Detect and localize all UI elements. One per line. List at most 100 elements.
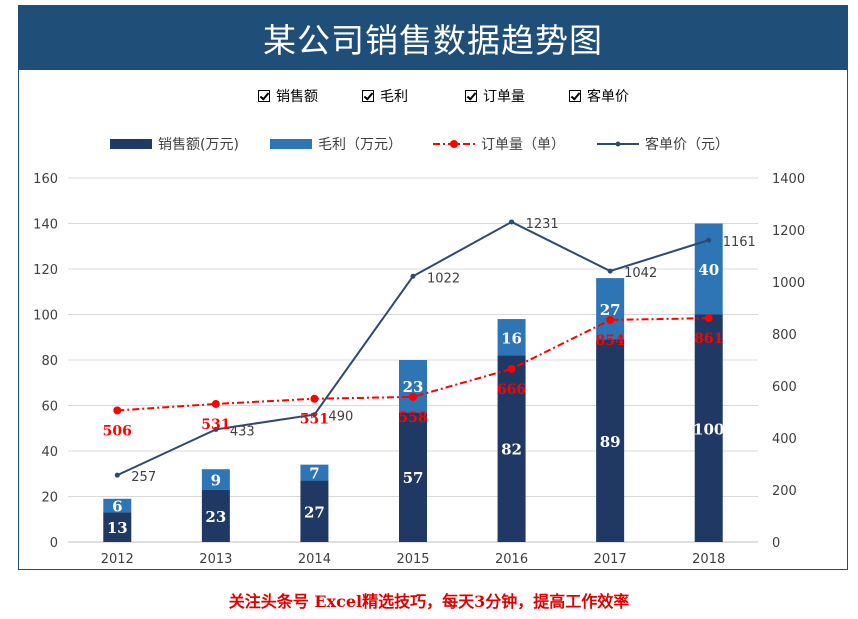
bar-sales-label: 23 [205, 508, 226, 526]
bar-profit [399, 360, 427, 413]
y-left-tick-label: 80 [41, 354, 58, 369]
point-orders-label: 558 [398, 410, 427, 426]
y-left-tick-label: 160 [33, 172, 58, 187]
bar-sales [694, 314, 723, 542]
y-right-tick-label: 0 [772, 536, 780, 551]
x-tick-label: 2013 [199, 552, 232, 567]
bar-sales [399, 412, 427, 542]
legend-marker-price [615, 141, 621, 147]
point-price-label: 1042 [624, 266, 657, 281]
y-right-tick-label: 600 [772, 380, 797, 395]
checkbox-profit-label: 毛利 [380, 89, 408, 105]
legend-label: 毛利（万元） [318, 137, 402, 153]
y-left-tick-label: 40 [41, 445, 58, 460]
bar-sales [497, 355, 526, 542]
bar-profit-label: 7 [309, 465, 319, 483]
x-tick-label: 2017 [594, 552, 627, 567]
y-left-tick-label: 100 [33, 309, 58, 324]
footer-note: 关注头条号 Excel精选技巧，每天3分钟，提高工作效率 [228, 592, 630, 611]
bar-sales [300, 480, 329, 542]
y-right-tick-label: 1200 [772, 224, 805, 239]
bar-profit [103, 498, 132, 513]
bar-profit [300, 464, 329, 481]
point-orders [113, 406, 122, 415]
point-price-label: 490 [328, 410, 353, 425]
chart-title: 某公司销售数据趋势图 [19, 6, 847, 70]
bar-profit-label: 6 [112, 498, 122, 516]
point-orders [704, 314, 713, 323]
point-orders-label: 531 [201, 417, 230, 433]
point-orders [310, 394, 319, 403]
checkbox-profit[interactable]: 毛利 [362, 86, 408, 106]
point-price-label: 1161 [723, 235, 756, 250]
point-orders-label: 861 [694, 331, 723, 347]
point-orders-label: 551 [300, 412, 329, 428]
x-tick-label: 2015 [396, 552, 429, 567]
point-orders-label: 854 [596, 333, 625, 349]
x-tick-label: 2016 [495, 552, 528, 567]
point-price [509, 219, 515, 225]
point-price [114, 472, 120, 478]
y-right-tick-label: 400 [772, 432, 797, 447]
point-orders-label: 506 [103, 423, 132, 439]
point-orders-label: 666 [497, 382, 526, 398]
bar-sales [596, 339, 625, 542]
legend-swatch-sales [110, 139, 152, 149]
checkbox-price-box[interactable] [569, 90, 581, 102]
bar-sales-label: 27 [304, 503, 325, 521]
legend-label: 客单价（元） [645, 136, 729, 153]
checkbox-sales[interactable]: 销售额 [258, 86, 318, 106]
x-tick-label: 2018 [692, 552, 725, 567]
checkbox-price[interactable]: 客单价 [569, 86, 629, 106]
point-price [607, 268, 613, 274]
point-price [706, 237, 712, 243]
bar-profit [596, 278, 625, 340]
point-price-label: 1022 [427, 271, 460, 286]
bar-profit [497, 319, 526, 356]
bar-sales-label: 82 [501, 441, 522, 459]
bar-profit-label: 27 [600, 301, 621, 319]
checkbox-orders[interactable]: 订单量 [465, 86, 525, 106]
y-right-tick-label: 1400 [772, 172, 805, 187]
checkbox-sales-label: 销售额 [276, 89, 318, 105]
checkbox-sales-box[interactable] [258, 90, 270, 102]
legend-marker-orders [450, 140, 458, 148]
point-orders [606, 315, 615, 324]
legend-label: 订单量（单） [481, 137, 565, 153]
point-orders [507, 364, 516, 373]
checkbox-orders-box[interactable] [465, 90, 477, 102]
point-price-label: 433 [230, 424, 255, 439]
bar-sales [103, 512, 132, 542]
point-price-label: 1231 [526, 217, 559, 232]
point-price-label: 257 [131, 470, 156, 485]
point-orders [211, 399, 220, 408]
bar-sales-label: 57 [403, 469, 424, 487]
bar-profit [201, 469, 230, 490]
bar-profit-label: 9 [211, 471, 221, 489]
bar-sales [201, 489, 230, 542]
point-orders [409, 392, 417, 401]
point-price [213, 426, 219, 432]
bar-sales-label: 100 [693, 420, 724, 438]
y-right-tick-label: 200 [772, 484, 797, 499]
y-right-tick-label: 1000 [772, 276, 805, 291]
bar-sales-label: 13 [107, 519, 128, 537]
checkbox-price-label: 客单价 [587, 89, 629, 105]
checkbox-orders-label: 订单量 [483, 89, 525, 105]
bar-profit-label: 16 [501, 329, 522, 347]
y-left-tick-label: 140 [33, 218, 58, 233]
x-tick-label: 2014 [298, 552, 331, 567]
bar-profit-label: 40 [698, 261, 719, 279]
x-tick-label: 2012 [101, 552, 134, 567]
y-left-tick-label: 20 [41, 491, 58, 506]
point-price [410, 273, 416, 279]
y-left-tick-label: 120 [33, 263, 58, 278]
checkbox-profit-box[interactable] [362, 90, 374, 102]
point-price [311, 412, 317, 418]
legend-label: 销售额(万元) [158, 137, 239, 153]
y-right-tick-label: 800 [772, 328, 797, 343]
y-left-tick-label: 60 [41, 400, 58, 415]
bar-sales-label: 89 [600, 433, 621, 451]
legend-swatch-profit [270, 139, 312, 149]
